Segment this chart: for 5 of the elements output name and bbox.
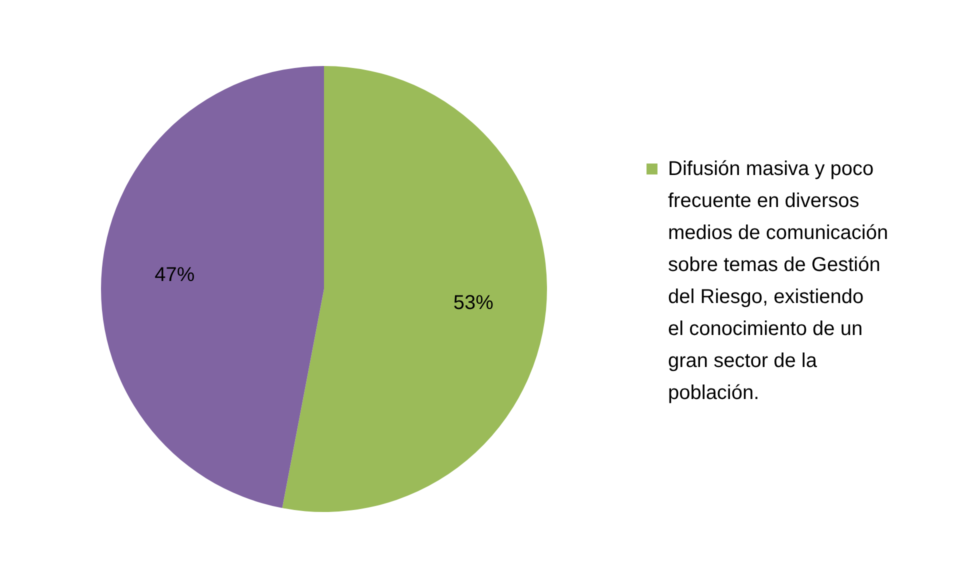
pie-slice: [101, 66, 324, 508]
pie-slice: [282, 66, 547, 512]
data-label: 47%: [154, 264, 195, 286]
legend-label: Difusión masiva y poco frecuente en diversos medios de comunicación sobre temas de Gestión del Riesgo, existiendo el conocimiento de un gran sector de la población.: [668, 158, 888, 404]
data-label: 53%: [453, 292, 494, 314]
